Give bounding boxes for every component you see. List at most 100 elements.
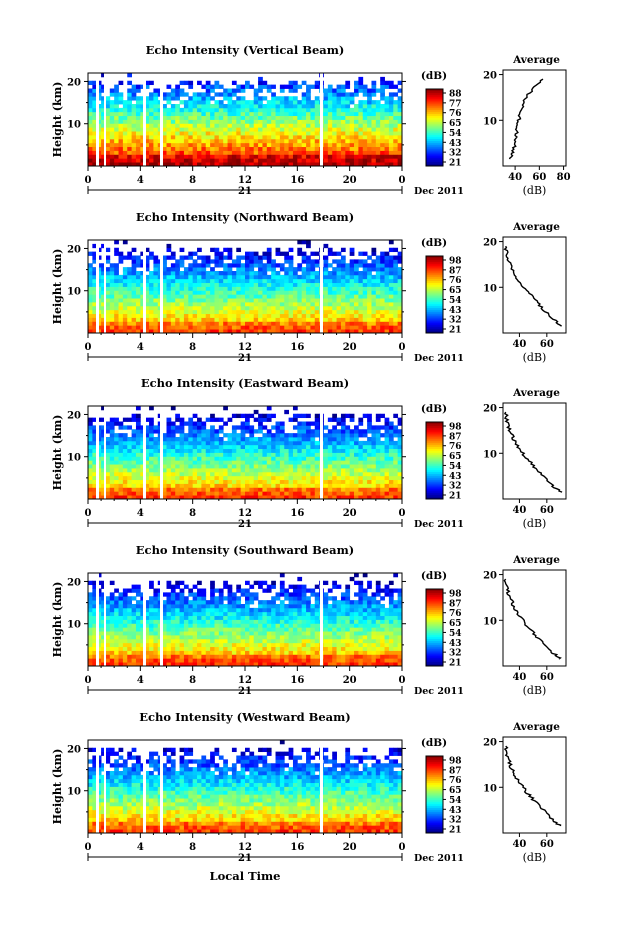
heatmap-cell (314, 154, 320, 159)
heatmap-cell (135, 437, 141, 442)
heatmap-cell (314, 274, 320, 280)
heatmap-cell (397, 88, 403, 93)
heatmap-cell (332, 158, 337, 163)
heatmap-cell (266, 440, 272, 446)
heatmap-cell (249, 158, 255, 163)
heatmap-cell (367, 290, 372, 295)
heatmap-cell (118, 154, 124, 159)
heatmap-cell (301, 456, 307, 461)
heatmap-cell (262, 263, 268, 268)
heatmap-cell (144, 104, 150, 109)
heatmap-cell (218, 452, 224, 457)
heatmap-cell (358, 286, 364, 291)
heatmap-cell (214, 321, 220, 326)
heatmap-cell (262, 437, 268, 442)
heatmap-cell (114, 84, 119, 89)
heatmap-cell (214, 305, 220, 311)
heatmap-cell (332, 278, 337, 284)
x-tick-label: 16 (290, 175, 304, 186)
heatmap-cell (253, 154, 259, 159)
heatmap-cell (362, 464, 368, 469)
heatmap-cell (131, 305, 137, 311)
heatmap-cell (135, 406, 141, 411)
heatmap-cell (279, 444, 285, 450)
colorbar-tick-label: 21 (449, 492, 462, 502)
heatmap-cell (153, 440, 159, 446)
heatmap-cell (258, 325, 263, 330)
heatmap-cell (96, 119, 102, 124)
heatmap-cell (149, 298, 154, 303)
heatmap-cell (101, 654, 106, 659)
heatmap-cell (192, 329, 198, 334)
heatmap-cell (284, 104, 290, 109)
heatmap-cell (201, 263, 207, 268)
heatmap-cell (192, 452, 198, 457)
heatmap-cell (149, 282, 154, 287)
heatmap-cell (135, 464, 141, 469)
heatmap-cell (367, 495, 372, 500)
heatmap-cell (101, 317, 106, 322)
heatmap-cell (131, 325, 137, 330)
heatmap-cell (354, 302, 359, 307)
heatmap-cell (358, 456, 364, 461)
heatmap-cell (323, 142, 329, 148)
heatmap-cell (149, 251, 154, 256)
heatmap-cell (397, 251, 403, 256)
heatmap-cell (262, 491, 268, 496)
profile-line (503, 411, 563, 493)
heatmap-cell (310, 286, 316, 291)
heatmap-cell (340, 444, 346, 450)
heatmap-cell (197, 479, 202, 484)
heatmap-cell (149, 580, 154, 586)
heatmap-cell (340, 259, 346, 264)
heatmap-cell (345, 495, 351, 500)
heatmap-cell (327, 294, 333, 299)
heatmap-cell (122, 162, 128, 167)
heatmap-cell (105, 321, 111, 326)
heatmap-cell (101, 96, 106, 101)
heatmap-cell (354, 286, 359, 291)
x-tick-label: 16 (290, 508, 304, 519)
heatmap-cell (96, 309, 102, 315)
heatmap-cell (358, 483, 364, 488)
heatmap-cell (88, 131, 93, 136)
heatmap-cell (105, 127, 111, 132)
heatmap-cell (236, 146, 242, 151)
heatmap-cell (144, 425, 150, 430)
heatmap-cell (336, 471, 342, 477)
heatmap-cell (197, 263, 202, 268)
colorbar-swatch (426, 423, 443, 427)
heatmap-cell (135, 468, 141, 473)
heatmap-cell (223, 247, 228, 253)
profile-y-tick-label: 20 (483, 238, 497, 249)
heatmap-cell (380, 146, 385, 151)
heatmap-cell (218, 479, 224, 484)
heatmap-cell (345, 452, 351, 457)
heatmap-cell (323, 487, 329, 492)
heatmap-cell (292, 154, 298, 159)
heatmap-cell (354, 259, 359, 264)
heatmap-cell (214, 460, 220, 465)
heatmap-cell (153, 294, 159, 299)
heatmap-cell (192, 100, 198, 105)
colorbar-swatch (426, 125, 443, 128)
heatmap-cell (149, 80, 154, 86)
heatmap-cell (118, 146, 124, 151)
heatmap-cell (349, 325, 355, 330)
heatmap-cell (140, 100, 146, 105)
x-tick-label: 8 (189, 508, 196, 519)
heatmap-cell (240, 278, 246, 284)
heatmap-cell (262, 80, 268, 86)
heatmap-cell (388, 92, 394, 97)
heatmap-cell (101, 452, 106, 457)
heatmap-cell (210, 123, 215, 128)
heatmap-cell (127, 146, 133, 151)
heatmap-cell (397, 437, 403, 442)
heatmap-cell (349, 440, 355, 446)
heatmap-cell (105, 115, 111, 120)
heatmap-cell (323, 305, 329, 311)
heatmap-cell (105, 635, 111, 640)
heatmap-cell (205, 302, 211, 307)
heatmap-cell (153, 646, 159, 651)
heatmap-cell (297, 263, 303, 268)
